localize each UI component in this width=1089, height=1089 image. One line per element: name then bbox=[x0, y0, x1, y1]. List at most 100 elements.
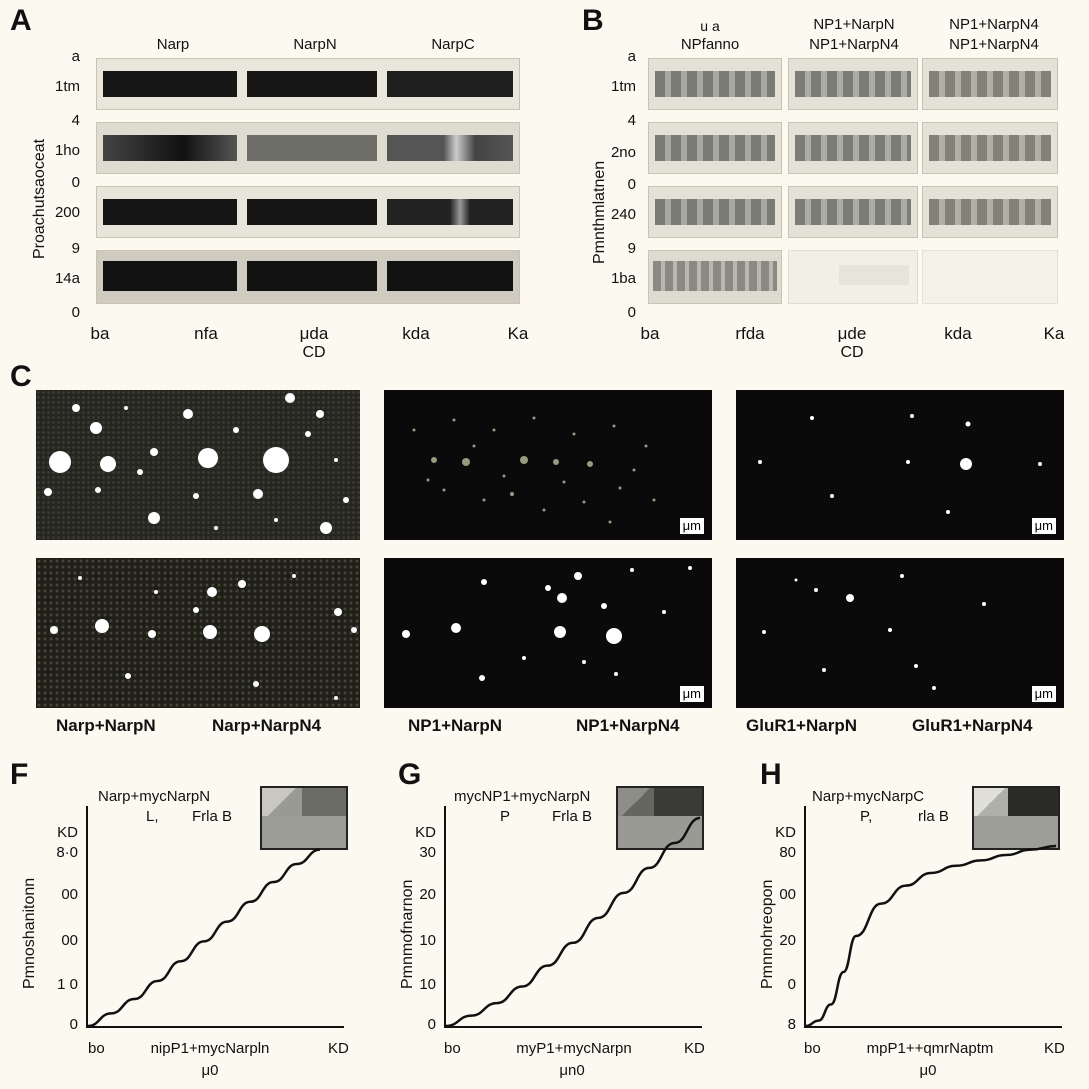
a-col-header-2: NarpN bbox=[293, 36, 337, 53]
a-y-tick: 200 bbox=[54, 204, 80, 221]
h-y-tick: 20 bbox=[779, 932, 796, 949]
a-x-label: CD bbox=[302, 344, 326, 361]
b-y-tick: 1ba bbox=[610, 270, 636, 287]
g-y-tick: 20 bbox=[419, 886, 436, 903]
h-x-tick: mpP1++qmrNaptm bbox=[866, 1040, 994, 1057]
f-y-axis bbox=[86, 806, 88, 1028]
puncta-dots bbox=[44, 393, 349, 534]
g-y-tick: 10 bbox=[419, 932, 436, 949]
f-x-label: μ0 bbox=[201, 1062, 219, 1079]
h-y-tick: 80 bbox=[779, 844, 796, 861]
h-inset-blot bbox=[972, 786, 1060, 850]
panel-letter-c: C bbox=[10, 360, 32, 393]
scale-bar-label: μm bbox=[1031, 518, 1056, 534]
f-subtitle-left: L, bbox=[146, 808, 159, 825]
a-y-tick: 1ho bbox=[54, 142, 80, 159]
b-x-tick: kda bbox=[944, 324, 972, 343]
b-blot-r2c3 bbox=[922, 122, 1058, 174]
f-subtitle-right: Frla B bbox=[192, 808, 233, 825]
h-plot bbox=[805, 844, 1057, 1028]
g-x-tick: myP1+mycNarpn bbox=[516, 1040, 632, 1057]
h-x-label: μ0 bbox=[919, 1062, 937, 1079]
g-y-tick: KD bbox=[415, 824, 436, 841]
g-x-tick: bo bbox=[444, 1040, 461, 1057]
b-blot-r4c1 bbox=[648, 250, 782, 304]
c-caption-5: GluR1+NarpN bbox=[746, 716, 857, 735]
puncta-dots bbox=[50, 574, 357, 700]
h-y-tick: 00 bbox=[779, 886, 796, 903]
b-x-tick: Ka bbox=[1043, 324, 1065, 343]
panel-letter-g: G bbox=[398, 758, 422, 791]
panel-letter-a: A bbox=[10, 4, 32, 37]
a-y-tick: 0 bbox=[71, 174, 80, 191]
scale-bar-label: μm bbox=[1031, 686, 1056, 702]
b-blot-r4c2 bbox=[788, 250, 918, 304]
a-y-tick: 9 bbox=[71, 240, 80, 257]
f-x-axis bbox=[86, 1026, 344, 1028]
b-blot-r4c3 bbox=[922, 250, 1058, 304]
f-y-tick: 8·0 bbox=[56, 844, 78, 861]
panel-letter-f: F bbox=[10, 758, 29, 791]
h-subtitle-left: P, bbox=[860, 808, 873, 825]
g-x-axis bbox=[444, 1026, 702, 1028]
a-y-tick: 1tm bbox=[54, 78, 80, 95]
b-y-tick: 4 bbox=[627, 112, 636, 129]
micro-image-r2c3: μm bbox=[736, 558, 1064, 708]
f-y-tick: 0 bbox=[69, 1016, 78, 1033]
f-x-tick: KD bbox=[328, 1040, 349, 1057]
a-blot-row-2 bbox=[96, 122, 520, 174]
puncta-dots bbox=[758, 414, 1042, 514]
f-x-tick: nipP1+mycNarpln bbox=[150, 1040, 270, 1057]
a-y-tick: 0 bbox=[71, 304, 80, 321]
c-caption-3: NP1+NarpN bbox=[408, 716, 503, 735]
g-y-tick: 0 bbox=[427, 1016, 436, 1033]
b-col-header-2b: NP1+NarpN4 bbox=[809, 36, 899, 53]
micro-image-r1c1: μm bbox=[36, 390, 360, 540]
b-y-tick: 9 bbox=[627, 240, 636, 257]
c-caption-1: Narp+NarpN bbox=[56, 716, 156, 735]
a-col-header-3: NarpC bbox=[431, 36, 475, 53]
b-col-header-3b: NP1+NarpN4 bbox=[949, 36, 1039, 53]
b-x-tick: μde bbox=[837, 324, 867, 343]
f-inset-blot bbox=[260, 786, 348, 850]
b-y-tick: 0 bbox=[627, 304, 636, 321]
h-y-tick: 0 bbox=[787, 976, 796, 993]
puncta-dots bbox=[402, 566, 692, 681]
a-x-tick: Ka bbox=[507, 324, 529, 343]
b-col-header-small: u a bbox=[700, 18, 720, 34]
g-y-tick: 10 bbox=[419, 976, 436, 993]
b-y-tick: a bbox=[627, 48, 636, 65]
puncta-dots bbox=[762, 574, 986, 690]
micro-image-r2c2: μm bbox=[384, 558, 712, 708]
b-blot-r2c2 bbox=[788, 122, 918, 174]
a-y-tick: 14a bbox=[54, 270, 80, 287]
b-y-tick: 240 bbox=[610, 206, 636, 223]
scale-bar-label: μm bbox=[679, 686, 704, 702]
scale-bar-label: μm bbox=[679, 518, 704, 534]
c-caption-2: Narp+NarpN4 bbox=[212, 716, 322, 735]
puncta-dots bbox=[412, 416, 656, 524]
b-y-tick: 0 bbox=[627, 176, 636, 193]
b-col-header-3a: NP1+NarpN4 bbox=[949, 16, 1039, 33]
h-x-tick: bo bbox=[804, 1040, 821, 1057]
g-y-axis bbox=[444, 806, 446, 1028]
a-x-tick: ba bbox=[90, 324, 110, 343]
b-blot-r3c3 bbox=[922, 186, 1058, 238]
f-x-tick: bo bbox=[88, 1040, 105, 1057]
b-blot-r1c3 bbox=[922, 58, 1058, 110]
a-blot-row-4 bbox=[96, 250, 520, 304]
f-title: Narp+mycNarpN bbox=[98, 788, 211, 805]
f-y-tick: 00 bbox=[61, 886, 78, 903]
a-blot-row-3 bbox=[96, 186, 520, 238]
b-blot-r1c2 bbox=[788, 58, 918, 110]
h-series-line-0 bbox=[805, 844, 1057, 1028]
h-y-tick: KD bbox=[775, 824, 796, 841]
f-plot bbox=[87, 848, 321, 1028]
g-subtitle-left: P bbox=[500, 808, 511, 825]
h-y-tick: 8 bbox=[787, 1016, 796, 1033]
b-y-tick: 1tm bbox=[610, 78, 636, 95]
b-y-tick: 2no bbox=[610, 144, 636, 161]
h-y-axis bbox=[804, 806, 806, 1028]
a-col-header-1: Narp bbox=[156, 36, 190, 53]
b-col-header-1b: NPfanno bbox=[680, 36, 740, 53]
